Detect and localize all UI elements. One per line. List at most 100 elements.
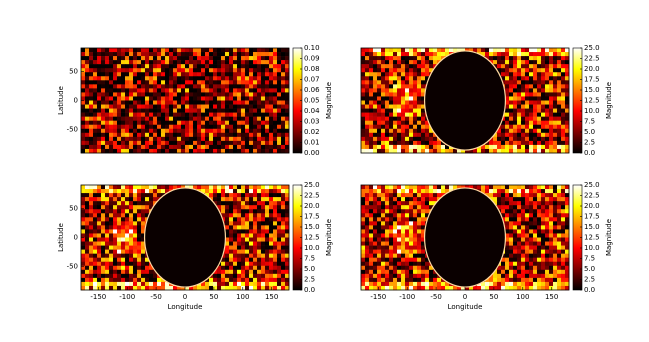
heat-cell xyxy=(129,197,133,201)
heat-cell xyxy=(173,96,177,100)
heat-cell xyxy=(385,189,389,193)
heat-cell xyxy=(157,76,161,80)
heat-cell xyxy=(253,96,257,100)
heat-cell xyxy=(165,64,169,68)
heat-cell xyxy=(429,145,433,149)
heat-cell xyxy=(501,137,505,141)
heat-cell xyxy=(389,68,393,72)
heat-cell xyxy=(361,213,365,217)
heat-cell xyxy=(85,133,89,137)
heat-cell xyxy=(365,88,369,92)
colorbar-tick-label: 5.0 xyxy=(304,265,315,273)
heat-cell xyxy=(81,145,85,149)
heat-cell xyxy=(409,242,413,246)
heat-cell xyxy=(113,109,117,113)
heat-cell xyxy=(121,68,125,72)
heat-cell xyxy=(193,145,197,149)
heat-cell xyxy=(261,117,265,121)
heat-cell xyxy=(185,68,189,72)
heat-cell xyxy=(257,221,261,225)
heat-cell xyxy=(93,254,97,258)
heat-cell xyxy=(217,125,221,129)
heat-cell xyxy=(197,76,201,80)
heat-cell xyxy=(181,145,185,149)
heat-cell xyxy=(225,56,229,60)
heat-cell xyxy=(125,56,129,60)
heat-cell xyxy=(545,201,549,205)
heat-cell xyxy=(513,193,517,197)
heat-cell xyxy=(513,242,517,246)
colorbar-tick-label: 0.02 xyxy=(304,128,320,136)
heat-cell xyxy=(421,113,425,117)
heat-cell xyxy=(385,125,389,129)
heat-cell xyxy=(557,209,561,213)
heat-cell xyxy=(161,60,165,64)
heat-cell xyxy=(413,109,417,113)
heat-cell xyxy=(137,213,141,217)
heat-cell xyxy=(93,56,97,60)
heat-cell xyxy=(237,84,241,88)
heat-cell xyxy=(557,221,561,225)
heat-cell xyxy=(505,121,509,125)
heat-cell xyxy=(425,189,429,193)
heat-cell xyxy=(205,96,209,100)
heat-cell xyxy=(201,101,205,105)
heat-cell xyxy=(169,52,173,56)
heat-cell xyxy=(141,189,145,193)
y-tick-label: 50 xyxy=(69,204,78,212)
heat-cell xyxy=(249,80,253,84)
heat-cell xyxy=(413,80,417,84)
heat-cell xyxy=(273,225,277,229)
heat-cell xyxy=(117,270,121,274)
heat-cell xyxy=(237,125,241,129)
heat-cell xyxy=(281,72,285,76)
heat-cell xyxy=(133,193,137,197)
heat-cell xyxy=(497,201,501,205)
heat-cell xyxy=(141,262,145,266)
heat-cell xyxy=(281,117,285,121)
heat-cell xyxy=(137,88,141,92)
heat-cell xyxy=(257,233,261,237)
heat-cell xyxy=(377,185,381,189)
heat-cell xyxy=(369,121,373,125)
heat-cell xyxy=(525,72,529,76)
heat-cell xyxy=(265,113,269,117)
heat-cell xyxy=(221,262,225,266)
heat-cell xyxy=(229,254,233,258)
heat-cell xyxy=(113,221,117,225)
heat-cell xyxy=(261,64,265,68)
heat-cell xyxy=(493,48,497,52)
heat-cell xyxy=(257,254,261,258)
heat-cell xyxy=(141,270,145,274)
heat-cell xyxy=(165,117,169,121)
heat-cell xyxy=(509,197,513,201)
heat-cell xyxy=(521,117,525,121)
heat-cell xyxy=(261,266,265,270)
heat-cell xyxy=(141,113,145,117)
heat-cell xyxy=(109,145,113,149)
heat-cell xyxy=(141,68,145,72)
heat-cell xyxy=(273,274,277,278)
heat-cell xyxy=(273,258,277,262)
heat-cell xyxy=(185,60,189,64)
heat-cell xyxy=(521,52,525,56)
heat-cell xyxy=(261,258,265,262)
heat-cell xyxy=(253,221,257,225)
heat-cell xyxy=(533,185,537,189)
heat-cell xyxy=(213,133,217,137)
heat-cell xyxy=(393,238,397,242)
heat-cell xyxy=(229,201,233,205)
heat-cell xyxy=(365,197,369,201)
heat-cell xyxy=(241,197,245,201)
heat-cell xyxy=(189,72,193,76)
heat-cell xyxy=(113,229,117,233)
heat-cell xyxy=(373,92,377,96)
heat-cell xyxy=(205,52,209,56)
heat-cell xyxy=(377,229,381,233)
heat-cell xyxy=(121,242,125,246)
heat-cell xyxy=(365,76,369,80)
heat-cell xyxy=(501,48,505,52)
heat-cell xyxy=(109,262,113,266)
heat-cell xyxy=(253,56,257,60)
heat-cell xyxy=(525,225,529,229)
